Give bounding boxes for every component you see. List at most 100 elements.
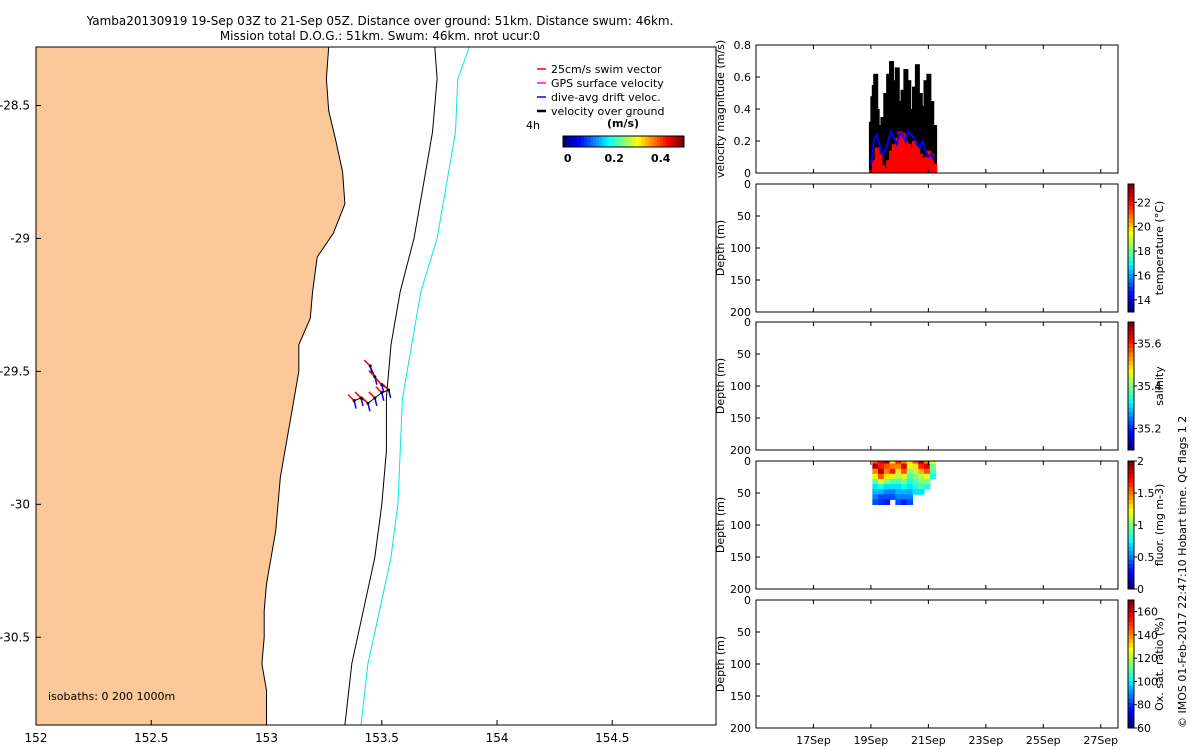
fluor-cell <box>889 473 896 480</box>
colorbar-cell <box>1128 326 1134 332</box>
colorbar-cell <box>1128 584 1134 590</box>
fluor-cell <box>872 461 879 465</box>
velocity-swim-bar <box>871 160 877 173</box>
fluor-cell <box>895 484 902 490</box>
fluor-cell <box>929 473 937 480</box>
colorbar-cell <box>1128 248 1134 253</box>
map-xtick-label: 154 <box>486 731 509 745</box>
colorbar-tick-label: 20 <box>1137 221 1151 234</box>
map-ytick-label: -29 <box>10 231 30 245</box>
colorbar-cell <box>587 136 591 147</box>
colorbar-cell <box>614 136 618 147</box>
colorbar-cell <box>593 136 597 147</box>
depth-ylabel: Depth (m) <box>714 636 727 692</box>
depth-ytick-label: 200 <box>730 306 751 319</box>
colorbar-cell <box>617 136 621 147</box>
colorbar-label: temperature (°C) <box>1153 201 1166 295</box>
colorbar-cell <box>680 136 685 147</box>
velocity-swim-bar <box>932 163 938 173</box>
map-yticks: -28.5 -29 -29.5 -30 -30.5 <box>0 98 41 644</box>
colorbar-tick-label: 0.5 <box>1137 551 1155 564</box>
colorbar-tick-label: 60 <box>1137 722 1151 735</box>
colorbar-cell <box>605 136 609 147</box>
colorbar-cell <box>1128 192 1134 198</box>
fluor-cell <box>901 461 908 465</box>
colorbar-cell <box>1128 706 1134 712</box>
fluor-cell <box>872 499 879 506</box>
colorbar-cell <box>1128 563 1134 569</box>
colorbar-cell <box>1128 715 1134 720</box>
fluor-cell <box>895 473 902 480</box>
map-legend: 25cm/s swim vector GPS surface velocity … <box>526 63 685 165</box>
velocity-drift-line <box>869 128 936 166</box>
fluor-cell <box>924 484 931 490</box>
colorbar-cell <box>1128 723 1134 729</box>
track-point <box>352 399 356 403</box>
fluor-cell <box>906 489 914 495</box>
colorbar-cell <box>584 136 588 147</box>
colorbar-cell <box>1128 702 1134 708</box>
colorbar-cell <box>1128 507 1134 513</box>
colorbar-cell <box>1128 486 1134 492</box>
fluor-cell <box>918 473 925 480</box>
fluor-cell <box>878 478 885 485</box>
velocity-swim-bar <box>914 145 920 173</box>
fluor-cell <box>912 484 919 490</box>
depth-ytick-label: 50 <box>737 348 751 361</box>
fluor-cell <box>889 468 896 475</box>
velocity-ground-bar <box>889 61 895 173</box>
fluor-cell <box>872 463 879 470</box>
colorbar-cell <box>1128 307 1134 313</box>
colorbar-cell <box>1128 651 1134 656</box>
colorbar-cell <box>1128 621 1134 627</box>
colorbar-cell <box>1128 290 1134 296</box>
colorbar-cell <box>1128 243 1134 249</box>
depth-ylabel: Depth (m) <box>714 497 727 553</box>
colorbar-cell <box>1128 269 1134 275</box>
colorbar-tick-label: 16 <box>1137 269 1151 282</box>
velocity-swim-bar <box>880 165 886 173</box>
colorbar-frame <box>562 135 685 148</box>
velocity-swim-bar <box>923 157 929 173</box>
colorbar-cell <box>1128 339 1134 344</box>
map-xtick-label: 152 <box>25 731 48 745</box>
colorbar-cell <box>1128 441 1134 447</box>
colorbar-cell <box>1128 503 1134 509</box>
colorbar-cell <box>1128 390 1134 396</box>
map-xtick-label: 153 <box>255 731 278 745</box>
depth-ylabel: Depth (m) <box>714 220 727 276</box>
fluor-cell <box>929 463 937 470</box>
fluor-cell <box>878 489 885 495</box>
velocity-ground-bar <box>932 125 938 173</box>
colorbar-cell <box>1128 239 1134 245</box>
colorbar-cell <box>1128 465 1134 471</box>
colorbar-cell <box>638 136 643 147</box>
colorbar-cell <box>1128 499 1134 505</box>
colorbar-cell <box>1128 373 1134 378</box>
velocity-swim-bar <box>886 160 892 173</box>
colorbar-cell <box>1128 681 1134 686</box>
velocity-ytick-label: 0 <box>744 167 751 180</box>
velocity-ytick-label: 0.6 <box>734 71 752 84</box>
colorbar-cell <box>620 136 624 147</box>
colorbar-cell <box>1128 520 1134 526</box>
colorbar-tick-label: 2 <box>1137 455 1144 468</box>
velocity-swim-bar <box>877 153 883 173</box>
velocity-swim-bar <box>906 144 912 173</box>
colorbar-cell <box>1128 689 1134 695</box>
map-ytick-label: -28.5 <box>0 98 30 112</box>
colorbar-cell <box>1128 482 1134 488</box>
fluor-cell <box>918 484 925 490</box>
colorbar-cell <box>575 136 579 147</box>
colorbar-cell <box>641 136 646 147</box>
fluor-cell <box>878 499 885 506</box>
colorbar-cell <box>1128 554 1134 560</box>
colorbar-cell <box>650 136 655 147</box>
colorbar-cell <box>1128 294 1134 300</box>
depth-ytick-label: 150 <box>730 274 751 287</box>
depth-ytick-label: 150 <box>730 551 751 564</box>
velocity-ground-bar <box>929 101 935 173</box>
velocity-ytick-label: 0.8 <box>734 39 752 52</box>
glider-track <box>347 359 392 412</box>
fluor-cell <box>895 494 902 500</box>
